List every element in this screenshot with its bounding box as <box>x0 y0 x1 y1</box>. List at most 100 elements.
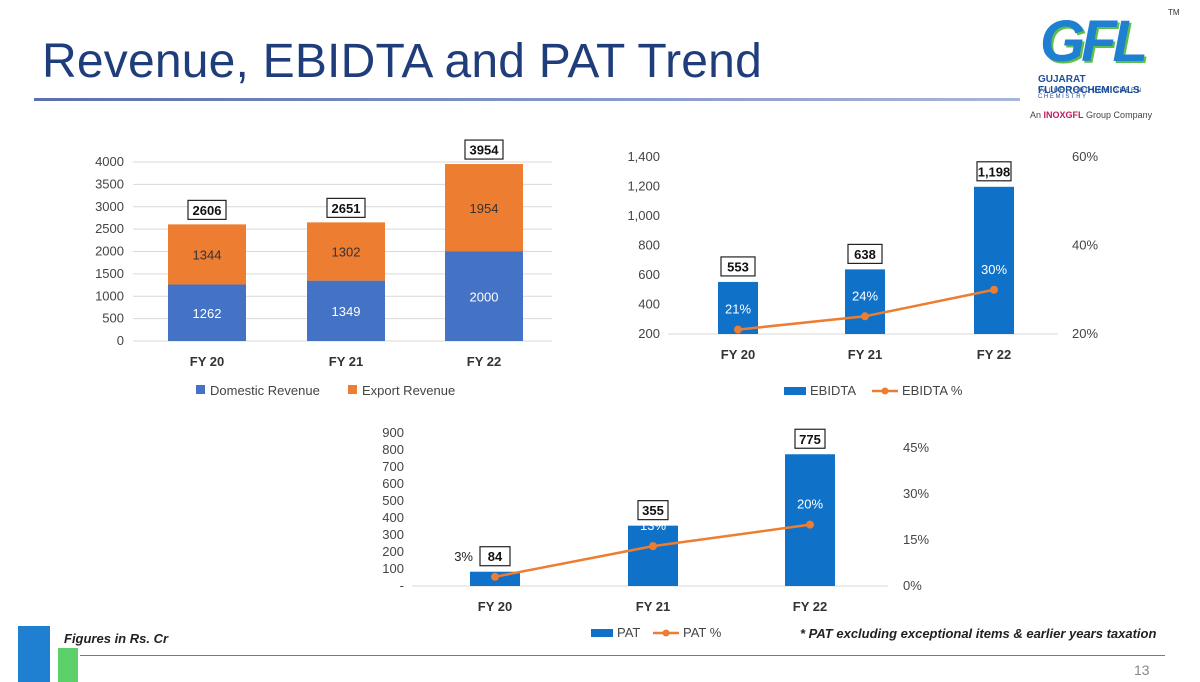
value-bar <box>974 186 1014 334</box>
legend-line-label: PAT % <box>683 625 722 640</box>
domestic-value-label: 2000 <box>470 289 499 304</box>
page-title: Revenue, EBIDTA and PAT Trend <box>42 35 762 88</box>
percent-value-label: 13% <box>640 518 666 533</box>
y-tick-label: 100 <box>382 561 404 576</box>
legend-line-marker <box>662 629 670 637</box>
legend-swatch <box>196 385 205 394</box>
domestic-revenue-bar <box>307 280 385 341</box>
company-logo: GFL TM GUJARAT FLUOROCHEMICALS VALUE THR… <box>1030 6 1190 124</box>
y-tick-label: 500 <box>102 311 124 326</box>
bar-value-label: 553 <box>727 259 749 274</box>
x-tick-label: FY 20 <box>478 599 512 614</box>
value-bar <box>628 525 678 586</box>
bar-value-label: 1,198 <box>978 164 1011 179</box>
y-tick-label: 600 <box>382 476 404 491</box>
y-tick-label: 3000 <box>95 199 124 214</box>
x-tick-label: FY 21 <box>636 599 670 614</box>
x-tick-label: FY 21 <box>329 354 363 369</box>
percent-marker <box>491 572 499 581</box>
percent-value-label: 3% <box>454 549 473 564</box>
x-tick-label: FY 22 <box>467 354 501 369</box>
legend-line-label: EBIDTA % <box>902 383 963 398</box>
y-tick-label: 500 <box>382 493 404 508</box>
bar-value-label-box <box>479 546 511 567</box>
legend-label: Domestic Revenue <box>210 383 320 398</box>
pat-footnote: * PAT excluding exceptional items & earl… <box>800 626 1157 641</box>
bar-value-label-box <box>794 428 826 449</box>
legend-label: Export Revenue <box>362 383 455 398</box>
y-tick-label: 1,200 <box>627 179 660 194</box>
x-tick-label: FY 20 <box>721 347 755 362</box>
percent-marker <box>990 285 998 294</box>
percent-value-label: 30% <box>981 262 1007 277</box>
y-tick-label: 700 <box>382 459 404 474</box>
value-bar <box>718 281 758 334</box>
group-prefix: An <box>1030 110 1042 120</box>
footer-accent-blue <box>18 626 50 682</box>
y-tick-label: 400 <box>638 297 660 312</box>
value-bar <box>845 269 885 334</box>
y-tick-label: 1000 <box>95 288 124 303</box>
gfl-logo-mark: GFL <box>1040 9 1148 74</box>
bar-value-label: 775 <box>799 432 821 447</box>
y2-tick-label: 40% <box>1072 238 1098 253</box>
y-tick-label: 4000 <box>95 154 124 169</box>
value-bar <box>785 454 835 586</box>
legend-bar-swatch <box>591 629 613 637</box>
percent-marker <box>806 520 814 529</box>
total-revenue-label: 2606 <box>193 203 222 218</box>
legend-bar-swatch <box>784 387 806 395</box>
y-tick-label: 200 <box>382 544 404 559</box>
percent-value-label: 24% <box>852 288 878 303</box>
group-suffix: Group Company <box>1086 110 1153 120</box>
company-name: GUJARAT FLUOROCHEMICALS <box>1038 74 1140 96</box>
total-revenue-label: 2651 <box>332 201 361 216</box>
bar-value-label: 638 <box>854 247 876 262</box>
bar-value-label-box <box>637 500 669 521</box>
legend-bar-label: EBIDTA <box>810 383 856 398</box>
total-revenue-label-box <box>464 139 504 160</box>
y-tick-label: 200 <box>638 326 660 341</box>
group-brand: INOXGFL <box>1043 110 1084 120</box>
percent-marker <box>861 312 869 321</box>
domestic-value-label: 1262 <box>193 306 222 321</box>
legend-line-marker <box>881 387 889 395</box>
legend-bar-label: PAT <box>617 625 640 640</box>
y-tick-label: 600 <box>638 267 660 282</box>
export-value-label: 1954 <box>470 201 499 216</box>
footer-divider <box>80 655 1165 656</box>
y-tick-label: 300 <box>382 527 404 542</box>
company-tagline: VALUE THROUGH GREEN CHEMISTRY <box>1038 88 1143 100</box>
percent-value-label: 21% <box>725 302 751 317</box>
group-company-line: An INOXGFL Group Company <box>1030 110 1152 120</box>
trademark-symbol: TM <box>1168 8 1180 17</box>
domestic-revenue-bar <box>168 284 246 341</box>
domestic-revenue-bar <box>445 251 523 341</box>
y2-tick-label: 0% <box>903 578 922 593</box>
domestic-value-label: 1349 <box>332 304 361 319</box>
y-tick-label: 1,400 <box>627 149 660 164</box>
page-number: 13 <box>1134 662 1150 678</box>
bar-value-label-box <box>847 243 883 264</box>
bar-value-label-box <box>720 256 756 277</box>
y2-tick-label: 45% <box>903 440 929 455</box>
total-revenue-label: 3954 <box>470 143 500 158</box>
export-revenue-bar <box>445 164 523 252</box>
percent-marker <box>734 325 742 334</box>
y-tick-label: 3500 <box>95 176 124 191</box>
export-revenue-bar <box>168 224 246 285</box>
y-tick-label: 900 <box>382 425 404 440</box>
y-tick-label: 2000 <box>95 244 124 259</box>
y-tick-label: 1,000 <box>627 208 660 223</box>
y-tick-label: 2500 <box>95 221 124 236</box>
y-tick-label: 0 <box>117 333 124 348</box>
y2-tick-label: 60% <box>1072 149 1098 164</box>
title-underline <box>34 98 1020 101</box>
y-tick-label: 400 <box>382 510 404 525</box>
y-tick-label: 800 <box>638 238 660 253</box>
legend-swatch <box>348 385 357 394</box>
export-revenue-bar <box>307 222 385 281</box>
